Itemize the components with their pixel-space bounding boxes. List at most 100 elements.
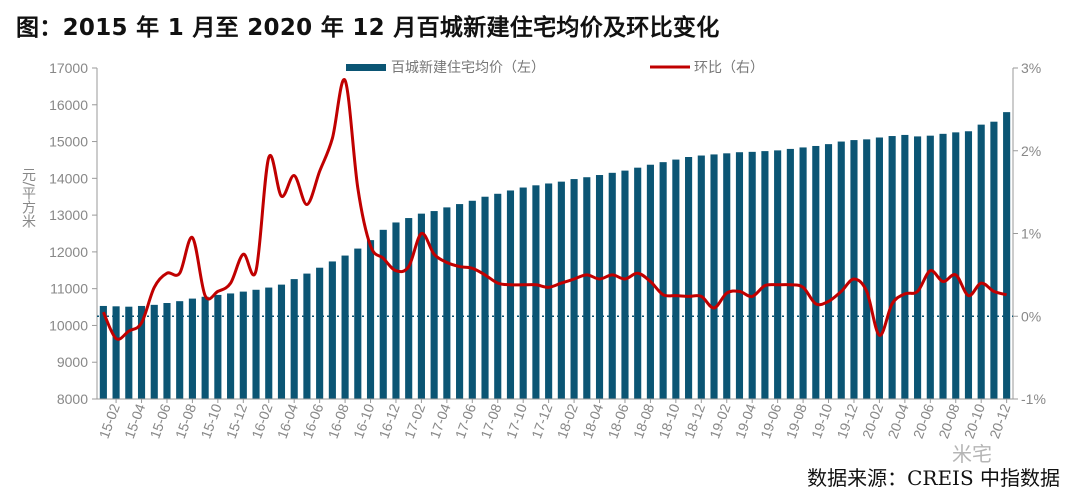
x-tick-label: 16-10 [350,401,377,440]
x-tick-label: 15-08 [172,401,199,440]
legend-bar-label: 百城新建住宅均价（左） [391,60,545,76]
price-bar [532,185,540,399]
x-tick-label: 18-10 [655,401,682,440]
price-bar [697,155,705,399]
price-bar [888,136,896,400]
x-tick-label: 16-12 [376,401,403,440]
legend-line-label: 环比（右） [694,60,764,76]
mom-line [102,78,1007,341]
price-bar [723,153,731,399]
price-bar [799,147,807,399]
price-bar [1003,112,1011,399]
price-bar [112,306,120,399]
price-bar [201,296,209,399]
price-bar [227,293,235,399]
price-bar [710,154,718,399]
source-note: 数据来源：CREIS 中指数据 [807,466,1060,490]
x-tick-label: 17-04 [426,401,453,440]
price-bar [557,181,565,399]
x-tick-label: 19-04 [732,401,759,440]
left-tick-label: 12000 [49,244,88,260]
x-tick-label: 20-10 [961,401,988,440]
x-tick-label: 20-12 [986,401,1013,440]
price-bar [964,131,973,399]
right-tick-label: 0% [1021,308,1041,324]
x-tick-label: 18-12 [681,401,708,440]
x-tick-label: 16-08 [325,401,352,440]
price-bar [914,136,922,399]
right-tick-label: 2% [1021,143,1041,159]
bar-series [99,112,1011,400]
left-tick-label: 17000 [49,60,88,76]
x-tick-label: 17-10 [503,401,530,440]
price-bar [430,211,438,399]
price-bar [786,148,794,399]
price-bar [265,287,273,399]
x-tick-label: 18-02 [554,401,581,440]
price-bar [316,267,324,399]
price-bar [977,124,985,399]
price-bar [176,301,184,399]
price-bar [214,294,222,399]
x-tick-label: 17-12 [528,401,555,440]
price-bar [328,261,336,399]
left-tick-label: 11000 [50,281,88,297]
legend: 百城新建住宅均价（左） 环比（右） [346,60,764,76]
x-tick-label: 17-02 [401,401,428,440]
x-tick-label: 16-06 [299,401,326,440]
price-bar [952,132,960,399]
price-bar [417,213,425,399]
x-tick-label: 19-10 [808,401,835,440]
x-tick-label: 20-02 [859,401,886,440]
price-bar [379,229,387,399]
x-tick-label: 16-02 [248,401,275,440]
price-bar [901,134,909,400]
y-axis-label: 元/平方米 [20,168,36,229]
x-tick-label: 15-02 [96,401,123,440]
price-bar [150,304,158,399]
price-bar [188,298,196,399]
right-tick-label: 1% [1021,226,1041,242]
x-tick-label: 15-12 [223,401,250,440]
price-bar [303,273,311,399]
price-bar [570,179,578,399]
price-bar [494,193,502,399]
x-tick-label: 17-08 [477,401,504,440]
x-tick-label: 15-06 [147,401,174,440]
price-bar [583,177,591,399]
x-tick-label: 18-04 [579,401,606,440]
price-bar [824,144,833,399]
price-bar [545,183,553,399]
price-bar [443,207,451,399]
left-axis: 8000 9000 10000 11000 12000 13000 14000 15000 16… [20,60,98,407]
left-tick-label: 13000 [49,207,88,223]
line-series [102,78,1007,341]
x-tick-label: 19-02 [706,401,733,440]
price-bar [634,167,642,399]
right-tick-label: 3% [1021,60,1041,76]
right-tick-label: -1% [1021,391,1046,407]
x-tick-label: 17-06 [452,401,479,440]
price-bar [659,162,667,399]
price-bar [99,305,107,399]
price-bar [519,187,527,399]
price-bar [748,151,756,399]
price-bar [392,222,400,399]
left-tick-label: 10000 [49,317,88,333]
x-tick-label: 18-06 [605,401,632,440]
price-bar [595,175,604,399]
x-tick-label: 20-08 [935,401,962,440]
price-bar [468,200,476,399]
price-bar [621,170,629,399]
legend-bar-swatch [346,64,386,71]
x-tick-label: 15-10 [197,401,224,440]
price-bar [137,305,146,399]
price-bar [456,204,464,399]
price-bar [290,279,298,399]
price-bar [939,133,947,400]
right-axis: -1% 0% 1% 2% 3% [1012,60,1046,407]
price-bar [774,150,782,399]
price-bar [277,284,286,399]
left-tick-label: 16000 [49,97,88,113]
